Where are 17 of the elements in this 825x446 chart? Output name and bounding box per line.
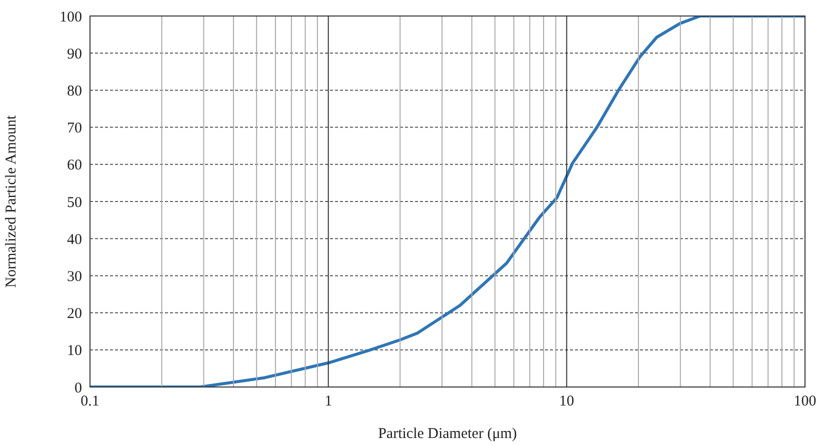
y-tick-label: 40 — [67, 232, 82, 248]
y-tick-label: 10 — [67, 343, 82, 360]
y-tick-label: 100 — [60, 9, 82, 26]
x-axis-title: Particle Diameter (μm) — [378, 426, 517, 442]
y-tick-label: 50 — [67, 194, 82, 211]
y-axis-title: Normalized Particle Amount — [3, 114, 20, 288]
y-tick-label: 70 — [67, 120, 82, 137]
y-tick-label: 60 — [67, 158, 82, 174]
y-tick-label: 80 — [67, 84, 82, 100]
x-tick-label: 100 — [794, 394, 816, 410]
y-tick-label: 90 — [67, 46, 82, 62]
x-tick-label: 10 — [559, 394, 574, 410]
y-tick-label: 20 — [67, 306, 82, 322]
y-tick-label: 0 — [74, 380, 82, 396]
x-tick-label: 1 — [324, 394, 332, 410]
x-tick-label: 0.1 — [80, 394, 100, 410]
y-tick-label: 30 — [67, 269, 82, 286]
